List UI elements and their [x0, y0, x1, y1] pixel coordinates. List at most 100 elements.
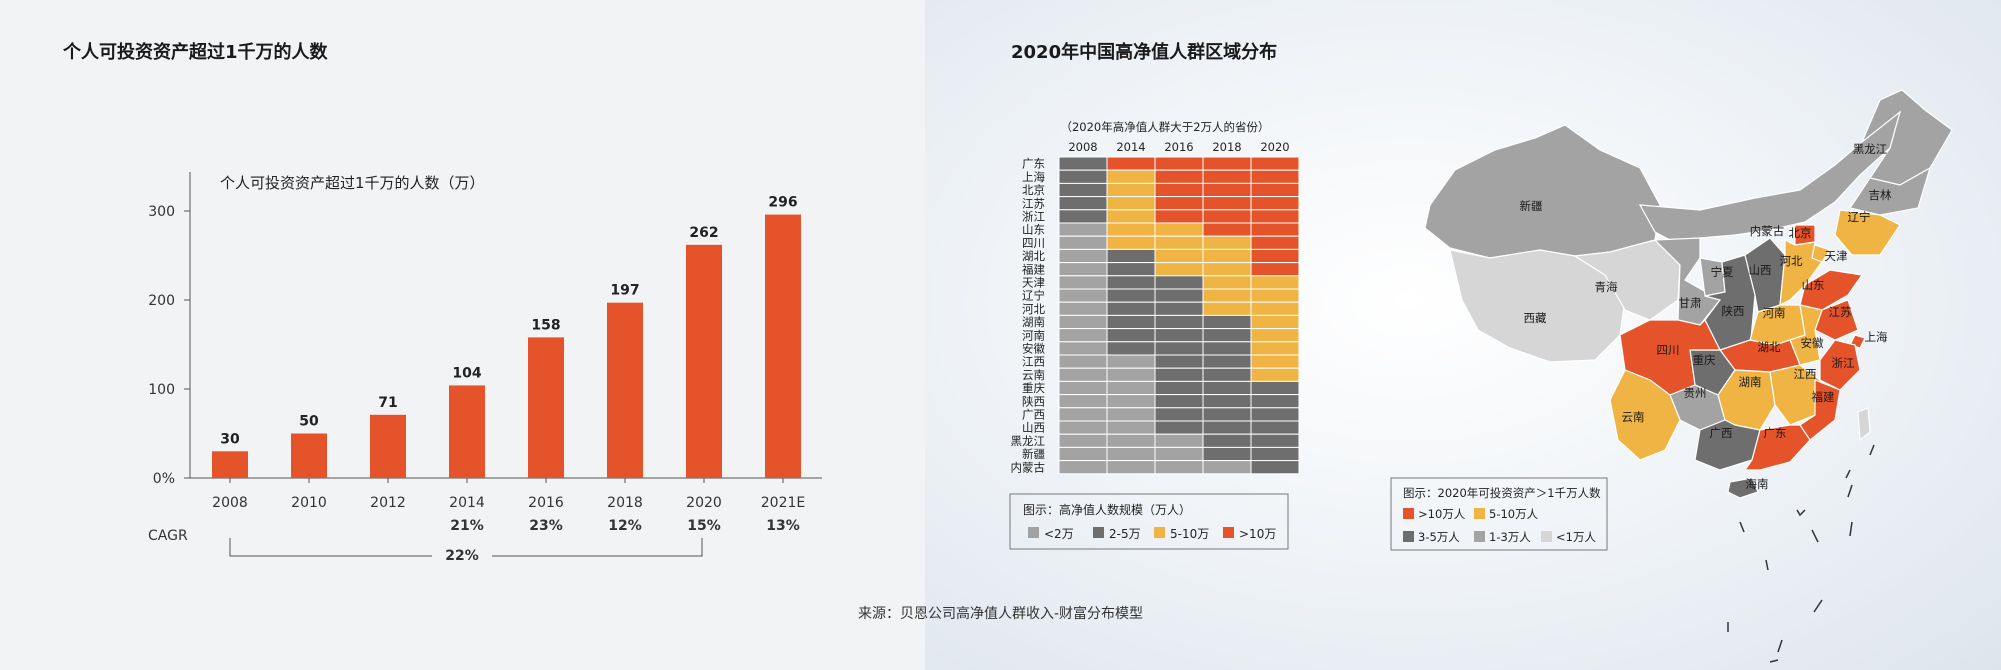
bar-chart: 个人可投资资产超过1千万的人数（万） 0% 100 200 300 30 50 71 104…: [148, 172, 822, 564]
region-guangdong: [1743, 424, 1811, 471]
x-tick-label: 2014: [449, 495, 485, 511]
map-region-label: 贵州: [1684, 386, 1707, 400]
map-region-label: 新疆: [1520, 199, 1543, 213]
bar: [607, 302, 643, 478]
heatmap-row-label: 天津: [1022, 276, 1045, 290]
bar: [212, 451, 248, 478]
bar: [291, 433, 327, 478]
x-tick-label: 2021E: [761, 495, 805, 511]
heatmap-row-label: 黑龙江: [1011, 434, 1046, 448]
map-region-label: 浙江: [1832, 356, 1855, 370]
heatmap-row-label: 陕西: [1022, 394, 1045, 408]
heatmap-row-label: 江苏: [1022, 196, 1045, 210]
y-tick-label: 300: [148, 204, 175, 220]
south-sea-islands: [1727, 444, 1875, 663]
bar: [370, 414, 406, 478]
x-tick-label: 2010: [291, 495, 327, 511]
region-hainan: [1727, 477, 1759, 499]
heatmap-row-label: 湖南: [1022, 315, 1045, 329]
cagr-bracket: [229, 538, 703, 557]
heatmap-legend-swatch: [1223, 527, 1234, 538]
x-tick-label: 2008: [212, 495, 248, 511]
cagr-value: 21%: [450, 518, 484, 534]
heatmap-row-label: 安徽: [1022, 342, 1045, 356]
bar: [765, 214, 801, 478]
heatmap-legend-label: 2-5万: [1109, 527, 1141, 541]
heatmap-row-label: 内蒙古: [1011, 460, 1046, 474]
map-region-label: 山西: [1749, 263, 1772, 277]
heatmap-cell: [1250, 460, 1300, 475]
map-legend-swatch: [1474, 508, 1485, 519]
heatmap-chart: （2020年高净值人群大于2万人的省份） 2008 2014 2016 2018 202…: [1009, 120, 1300, 550]
heatmap-title: （2020年高净值人群大于2万人的省份）: [1060, 120, 1269, 134]
map-legend-label: <1万人: [1556, 530, 1596, 544]
map-region-label: 吉林: [1869, 188, 1892, 202]
bar: [528, 337, 564, 478]
map-region-label: 四川: [1657, 343, 1680, 357]
heatmap-column-label: 2018: [1212, 140, 1241, 154]
heatmap-row-label: 重庆: [1022, 381, 1045, 395]
heatmap-legend-label: >10万: [1239, 527, 1276, 541]
heatmap-legend-swatch: [1093, 527, 1104, 538]
heatmap-legend-box: [1009, 493, 1289, 550]
heatmap-legend-swatch: [1028, 527, 1039, 538]
map-region-label: 湖南: [1739, 375, 1762, 389]
bar-value-label: 50: [299, 414, 319, 430]
x-tick-label: 2018: [607, 495, 643, 511]
map-region-label: 福建: [1812, 390, 1835, 404]
region-anhui: [1789, 304, 1823, 366]
bar-chart-title: 个人可投资资产超过1千万的人数（万）: [220, 174, 485, 192]
heatmap-legend-swatch: [1154, 527, 1165, 538]
map-legend-box: [1390, 477, 1608, 551]
map-region-label: 西藏: [1524, 311, 1547, 325]
bar: [449, 385, 485, 478]
heatmap-row-label: 上海: [1022, 170, 1045, 184]
heatmap-row-label: 浙江: [1022, 210, 1045, 224]
heatmap-row-label: 河北: [1022, 302, 1045, 316]
heatmap-row-label: 广东: [1022, 157, 1045, 171]
map-region-label: 河南: [1763, 306, 1786, 320]
region-liaoning: [1834, 209, 1901, 256]
map-legend-swatch: [1541, 531, 1552, 542]
cagr-value: 15%: [687, 518, 721, 534]
heatmap-row-label: 江西: [1022, 355, 1045, 369]
bar-value-label: 71: [378, 395, 397, 411]
map-region-label: 青海: [1595, 280, 1618, 294]
cagr-value: 23%: [529, 518, 563, 534]
heatmap-row-label: 辽宁: [1022, 289, 1045, 303]
heatmap-row-label: 云南: [1022, 368, 1045, 382]
region-jilin: [1849, 166, 1932, 216]
source-note: 来源：贝恩公司高净值人群收入-财富分布模型: [857, 606, 1144, 622]
region-hebei: [1779, 239, 1823, 307]
heatmap-row-label: 广西: [1022, 408, 1045, 422]
region-yunnan: [1609, 369, 1681, 461]
bar-value-label: 262: [689, 225, 718, 241]
bar-value-label: 104: [452, 365, 481, 381]
map-legend-label: >10万人: [1418, 507, 1466, 521]
x-tick-label: 2020: [686, 495, 722, 511]
heatmap-legend-label: 5-10万: [1170, 527, 1209, 541]
y-tick-label: 0%: [153, 471, 175, 487]
map-region-label: 广西: [1710, 426, 1733, 440]
right-panel-title: 2020年中国高净值人群区域分布: [1011, 42, 1278, 63]
map-region-label: 内蒙古: [1750, 224, 1785, 238]
heatmap-row-label: 北京: [1022, 183, 1045, 197]
map-region-label: 湖北: [1758, 340, 1781, 354]
heatmap-column-label: 2014: [1116, 140, 1145, 154]
heatmap-legend-title: 图示：高净值人数规模（万人）: [1023, 502, 1191, 517]
cagr-overall: 22%: [445, 548, 479, 564]
region-taiwan: [1857, 407, 1871, 442]
map-region-label: 重庆: [1693, 353, 1716, 367]
map-legend-swatch: [1403, 531, 1414, 542]
heatmap-row-label: 四川: [1022, 236, 1045, 250]
heatmap-column-label: 2020: [1260, 140, 1289, 154]
map-region-label: 广东: [1764, 426, 1787, 440]
cagr-value: 12%: [608, 518, 642, 534]
map-legend-label: 1-3万人: [1489, 530, 1531, 544]
map-region-label: 陕西: [1722, 304, 1745, 318]
heatmap-column-label: 2016: [1164, 140, 1193, 154]
map-region-label: 云南: [1622, 410, 1645, 424]
map-region-label: 甘肃: [1679, 296, 1702, 310]
map-legend-title: 图示：2020年可投资资产＞1千万人数: [1403, 486, 1601, 500]
map-region-label: 北京: [1789, 226, 1812, 240]
